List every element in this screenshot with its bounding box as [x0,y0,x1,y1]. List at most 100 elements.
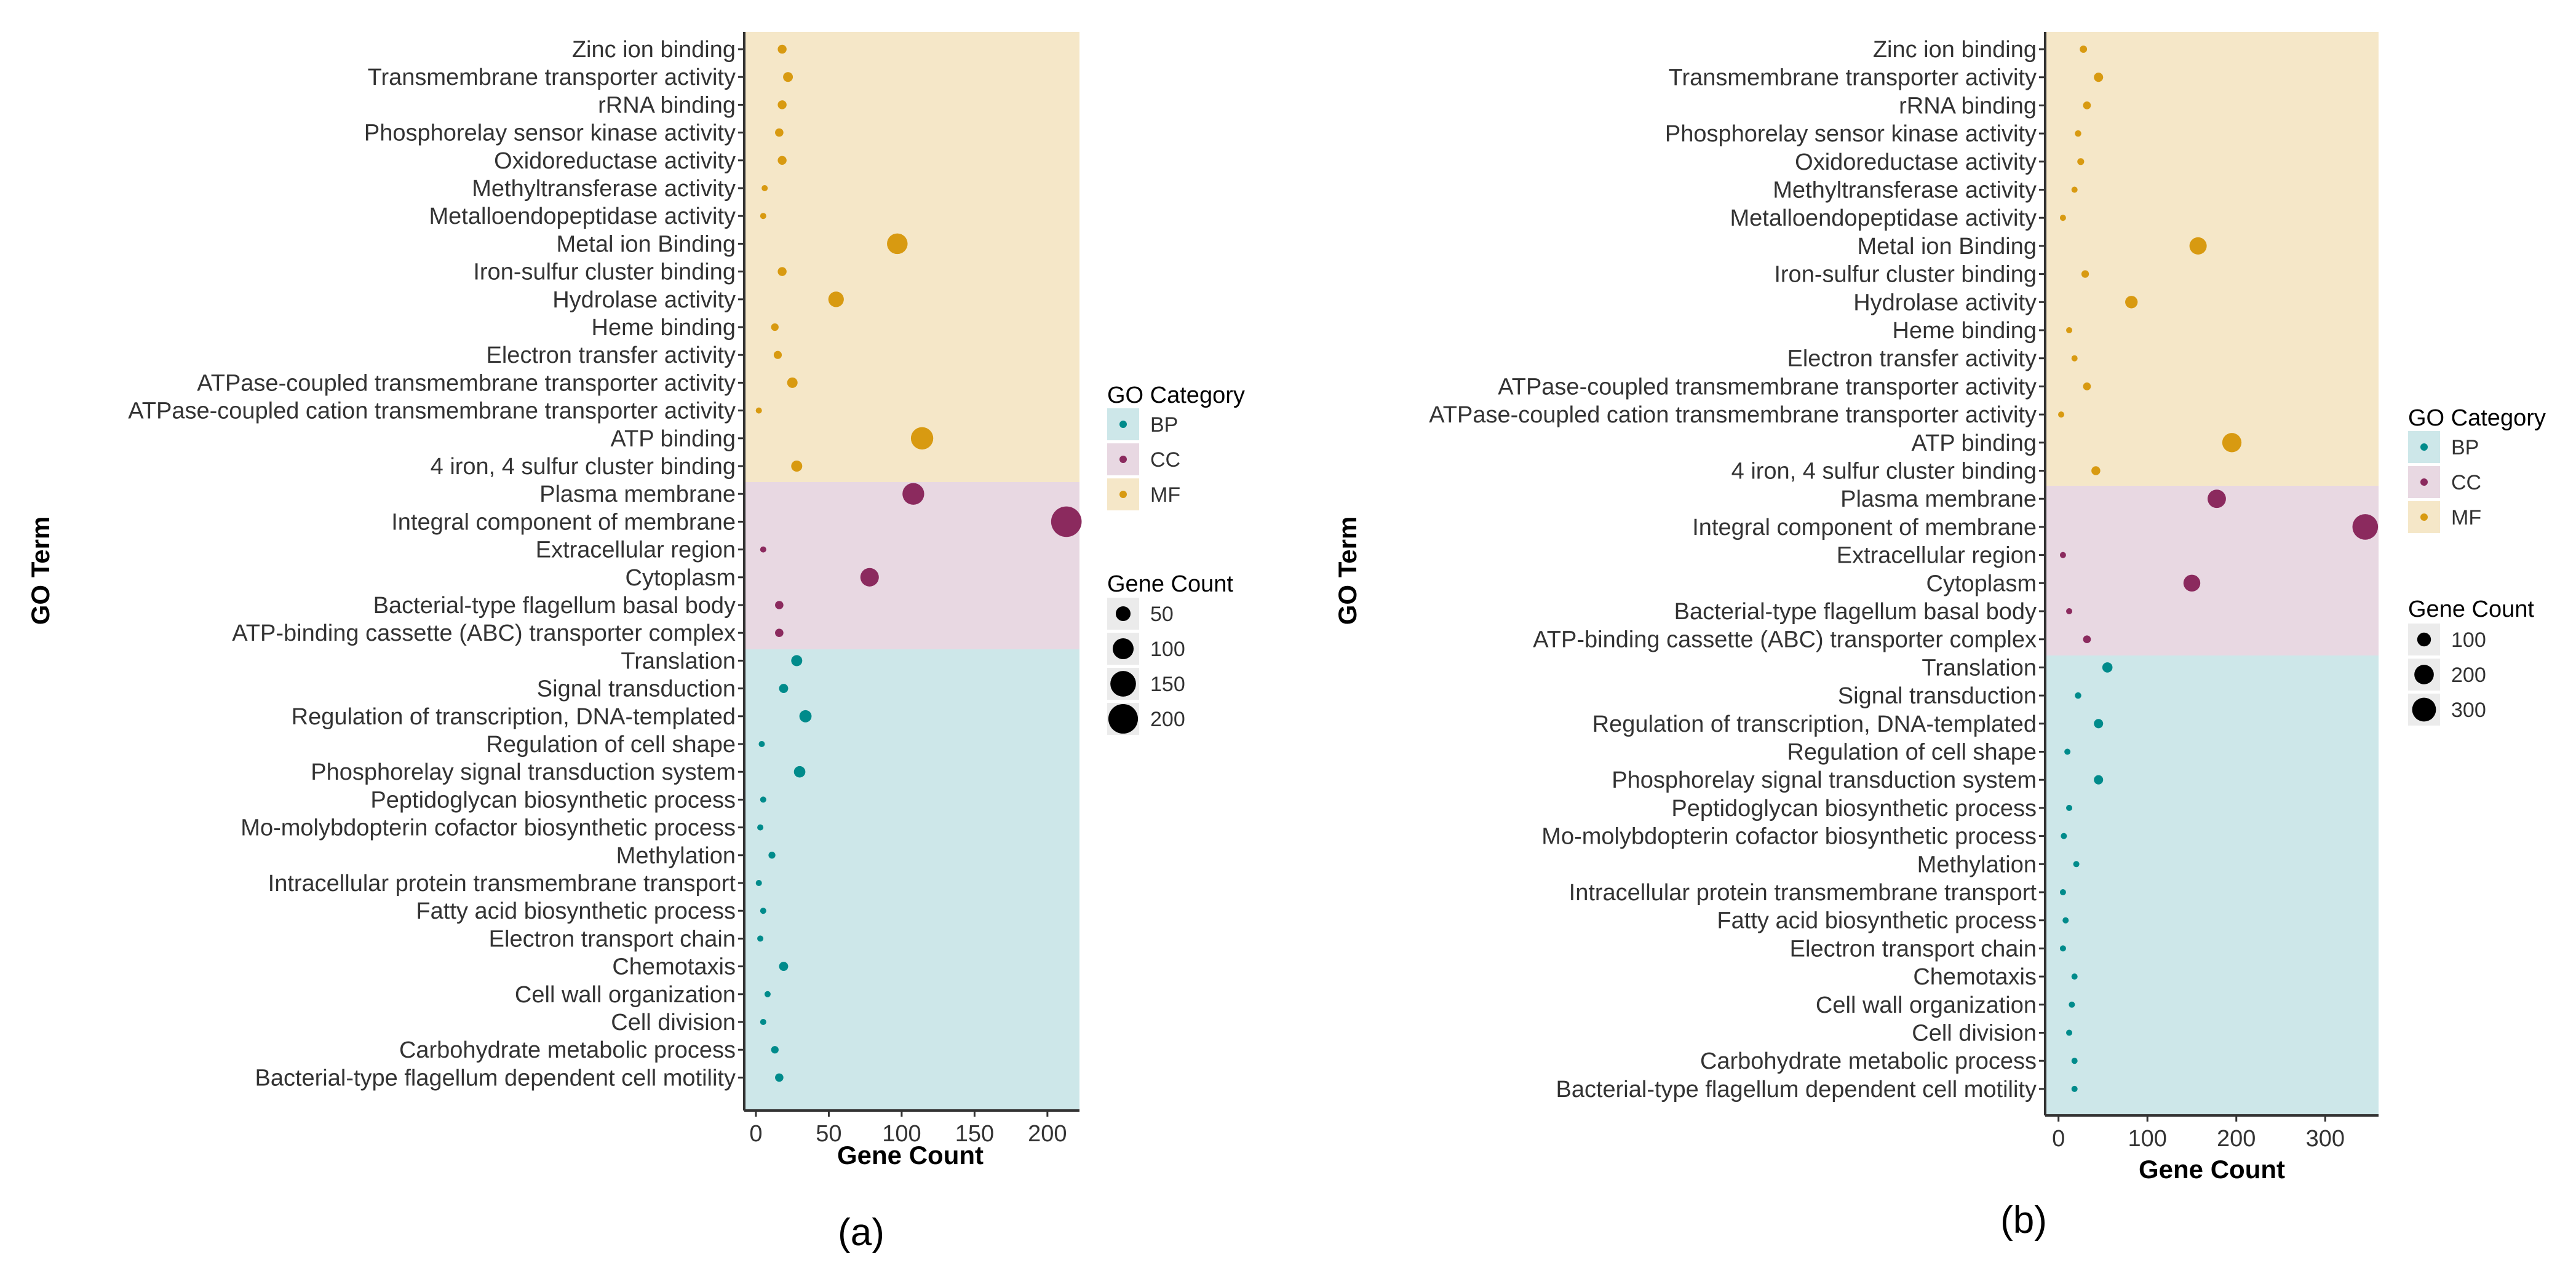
y-tick-label: Carbohydrate metabolic process [1700,1048,2037,1074]
y-tick-label: Intracellular protein transmembrane tran… [1569,880,2037,906]
y-tick-label: Signal transduction [537,676,736,702]
y-tick-label: Cell wall organization [515,982,736,1008]
data-point-mf [887,233,908,255]
data-point-bp [760,1019,766,1025]
data-point-cc [2083,635,2091,644]
y-tick-label: Extracellular region [1837,543,2037,569]
y-tick-label: Electron transfer activity [1787,346,2037,372]
data-point-bp [779,684,789,694]
legend-label-cc: CC [2451,471,2481,494]
legend-size-dot [2412,697,2436,722]
y-tick-label: Peptidoglycan biosynthetic process [370,787,736,813]
y-tick-label: Cell division [611,1010,736,1035]
y-tick-label: Regulation of cell shape [1787,740,2037,766]
data-point-bp [2066,1029,2073,1036]
x-tick-label: 150 [955,1121,994,1147]
panel-a-y-ticks [738,48,744,1079]
data-point-cc [775,601,784,609]
y-tick-label: Translation [1922,655,2037,681]
y-tick-label: ATP binding [1911,430,2037,456]
y-tick-label: Regulation of transcription, DNA-templat… [292,704,736,730]
y-tick-label: Phosphorelay sensor kinase activity [364,121,736,146]
legend-size-dot [2414,665,2434,684]
data-point-mf [828,291,844,307]
data-point-mf [777,100,787,109]
panel-b-x-axis-title: Gene Count [2139,1155,2285,1184]
data-point-mf [2081,270,2089,278]
data-point-bp [2059,889,2066,895]
legend-label-bp: BP [2451,436,2479,459]
data-point-bp [2066,804,2073,811]
data-point-mf [755,407,762,414]
data-point-cc [2066,608,2073,614]
y-tick-label: Cell division [1912,1021,2037,1047]
y-tick-label: Transmembrane transporter activity [368,65,736,90]
x-tick-label: 200 [2217,1126,2256,1152]
y-tick-label: Peptidoglycan biosynthetic process [1671,796,2037,822]
legend-size-label: 300 [2451,699,2486,722]
data-point-bp [2094,775,2104,785]
data-point-bp [779,962,789,972]
y-tick-label: ATPase-coupled cation transmembrane tran… [128,398,736,424]
data-point-mf [787,377,798,388]
panel-b-legend-size-items: 100 200 300 [2408,624,2486,726]
data-point-bp [2075,692,2081,699]
data-point-mf [2125,296,2138,309]
data-point-mf [777,44,787,54]
x-tick-label: 100 [2128,1126,2167,1152]
y-tick-label: Iron-sulfur cluster binding [1774,262,2037,288]
panel-a-points [755,44,1082,1082]
data-point-mf [2071,186,2078,193]
data-point-mf [2077,158,2085,165]
panel-a-legend-size-title: Gene Count [1107,571,1233,597]
panel-a-band-cc [744,482,1079,649]
legend-size-dot [2417,632,2431,647]
y-tick-label: Electron transport chain [489,926,736,952]
y-tick-label: Transmembrane transporter activity [1669,65,2037,91]
data-point-mf [775,128,784,137]
panel-b-band-cc [2045,486,2379,655]
y-tick-label: Methylation [616,843,736,869]
legend-size-dot [1108,703,1139,734]
y-tick-label: Cytoplasm [1926,571,2037,596]
y-tick-label: ATPase-coupled transmembrane transporter… [1498,374,2037,400]
data-point-mf [2189,237,2207,255]
y-tick-label: Metal ion Binding [556,231,736,257]
data-point-mf [761,185,768,191]
data-point-bp [768,852,776,859]
y-tick-label: Fatty acid biosynthetic process [1717,908,2037,934]
data-point-cc [2208,489,2226,509]
data-point-bp [771,1046,779,1054]
data-point-mf [910,427,934,449]
data-point-bp [2064,748,2071,755]
legend-label-mf: MF [2451,506,2481,529]
panel-a-x-axis-title: Gene Count [837,1141,984,1170]
legend-label-bp: BP [1150,413,1178,437]
data-point-bp [2102,662,2113,673]
data-point-mf [760,213,766,220]
panel-a-label: (a) [838,1211,885,1254]
data-point-cc [2059,552,2066,558]
data-point-bp [760,796,766,803]
panel-b-y-axis-title: GO Term [1333,517,1362,625]
data-point-bp [2059,945,2066,952]
y-tick-label: rRNA binding [1899,93,2037,119]
y-tick-label: Zinc ion binding [1873,37,2037,63]
data-point-mf [2091,466,2101,475]
data-point-mf [2066,327,2073,333]
panel-b-x-ticks: 0 100 200 300 [2052,1115,2345,1152]
y-tick-label: Oxidoreductase activity [494,148,736,174]
legend-dot-cc [2420,478,2428,486]
data-point-mf [777,267,787,276]
y-tick-label: Metal ion Binding [1857,234,2037,259]
y-tick-label: Heme binding [592,315,736,341]
data-point-cc [1051,506,1082,537]
y-tick-label: rRNA binding [598,92,736,118]
y-tick-label: 4 iron, 4 sulfur cluster binding [431,454,736,480]
data-point-bp [2071,1085,2078,1092]
data-point-mf [2071,355,2078,362]
y-tick-label: 4 iron, 4 sulfur cluster binding [1731,459,2037,485]
x-tick-label: 300 [2306,1126,2345,1152]
data-point-bp [760,908,766,914]
panel-b-legend-category-title: GO Category [2408,405,2546,431]
